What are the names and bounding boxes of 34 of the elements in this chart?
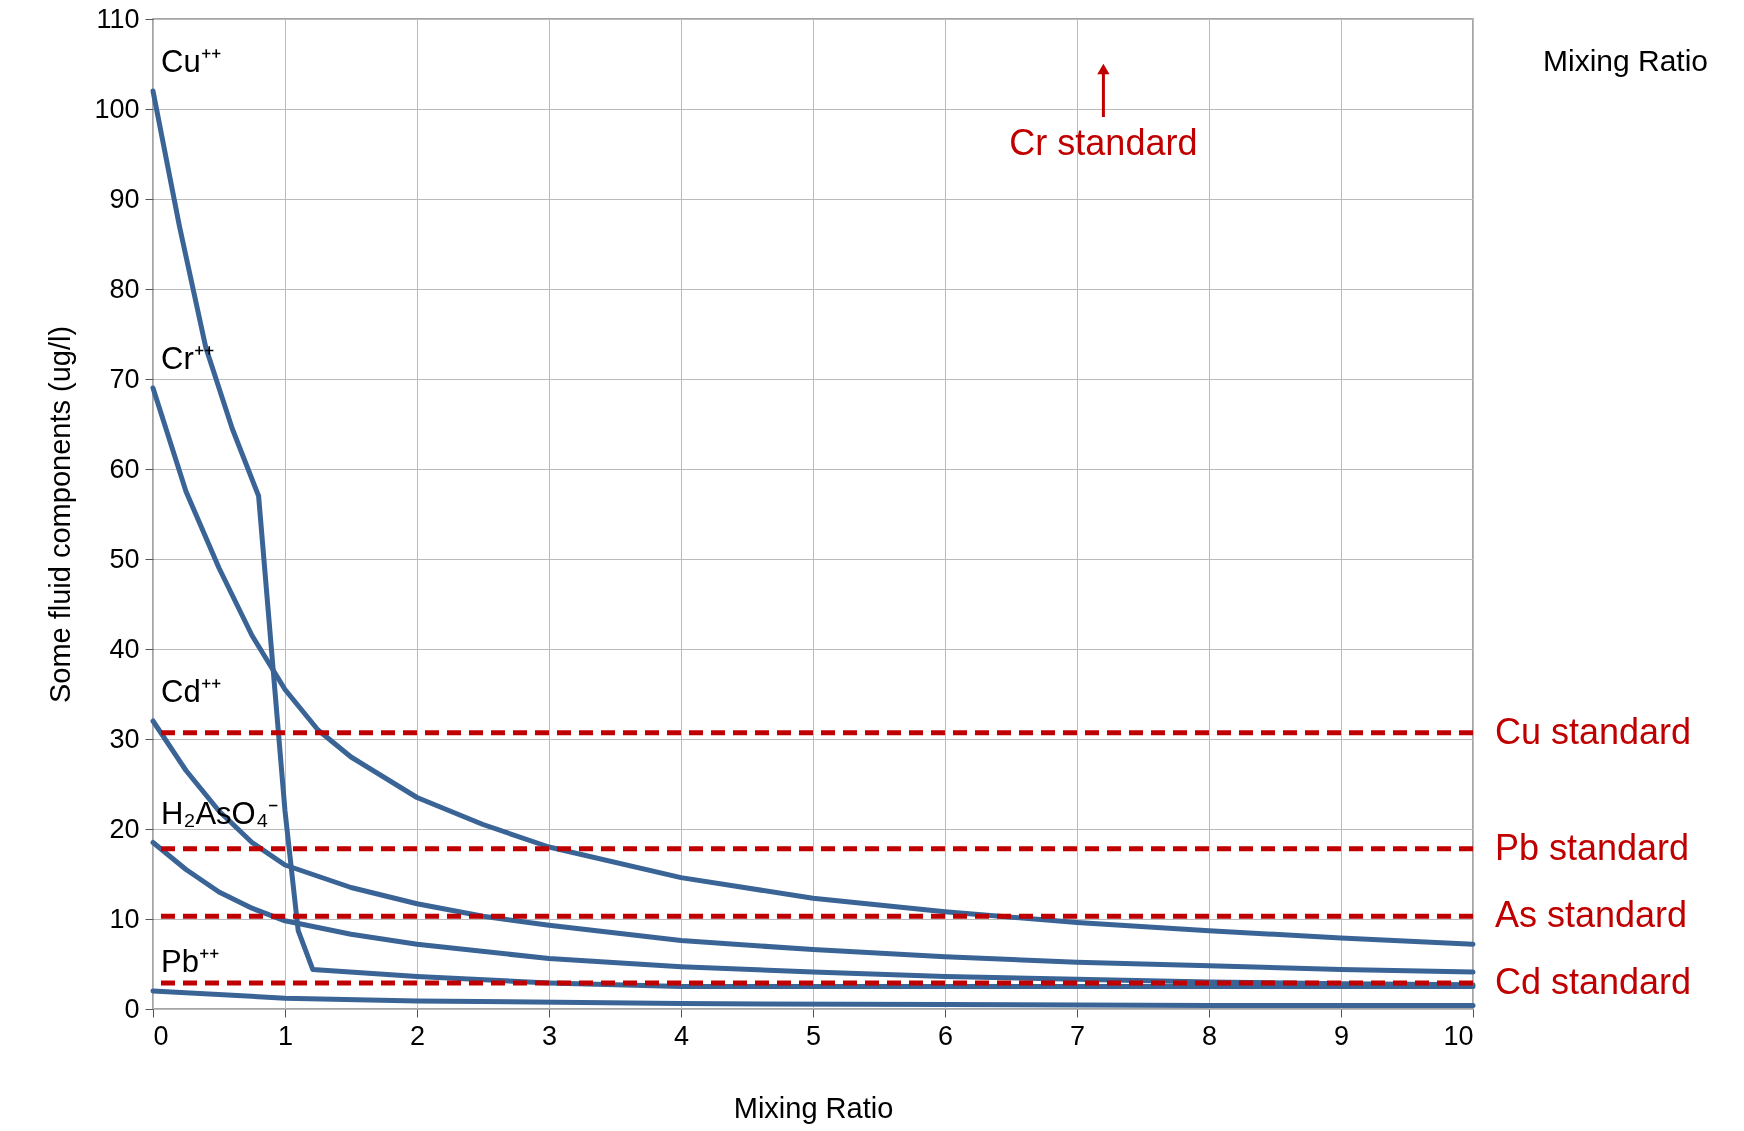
y-tick-label: 20 bbox=[109, 813, 140, 844]
x-tick-label: 2 bbox=[409, 1020, 426, 1051]
y-tick-label: 70 bbox=[109, 363, 140, 394]
y-tick-label: 60 bbox=[109, 453, 140, 484]
series-label: Cu⁺⁺ bbox=[161, 44, 221, 79]
annotation: Cr standard bbox=[1009, 122, 1198, 163]
y-tick-label: 90 bbox=[109, 183, 140, 214]
y-tick-label: 110 bbox=[96, 3, 140, 34]
y-tick-label: 50 bbox=[109, 543, 140, 574]
y-tick-label: 10 bbox=[109, 903, 140, 934]
ref-line-label: Cu standard bbox=[1495, 710, 1692, 752]
x-tick-label: 1 bbox=[277, 1020, 294, 1051]
y-tick-label: 100 bbox=[94, 93, 140, 124]
x-tick-label: 4 bbox=[673, 1020, 690, 1051]
y-tick-label: 30 bbox=[109, 723, 140, 754]
ref-line-label: As standard bbox=[1495, 894, 1688, 936]
ref-line-label: Cd standard bbox=[1495, 960, 1692, 1002]
x-tick-label: 5 bbox=[805, 1020, 822, 1051]
ref-line-label: Pb standard bbox=[1495, 826, 1690, 868]
x-axis-title: Mixing Ratio bbox=[733, 1091, 894, 1124]
x-tick-label: 10 bbox=[1443, 1020, 1474, 1051]
series-label: Pb⁺⁺ bbox=[161, 944, 219, 979]
x-tick-label: 6 bbox=[937, 1020, 954, 1051]
y-axis-title: Some fluid components (ug/l) bbox=[44, 325, 77, 704]
y-tick-label: 40 bbox=[109, 633, 140, 664]
x-tick-label: 9 bbox=[1333, 1020, 1350, 1051]
x-tick-label: 8 bbox=[1201, 1020, 1218, 1051]
text: Mixing Ratio bbox=[1543, 44, 1709, 77]
x-tick-label: 3 bbox=[541, 1020, 558, 1051]
x-tick-label: 7 bbox=[1069, 1020, 1086, 1051]
y-tick-label: 80 bbox=[109, 273, 140, 304]
series-label: Cd⁺⁺ bbox=[161, 674, 221, 709]
y-tick-label: 0 bbox=[124, 993, 140, 1024]
x-tick-label: 0 bbox=[153, 1020, 169, 1051]
